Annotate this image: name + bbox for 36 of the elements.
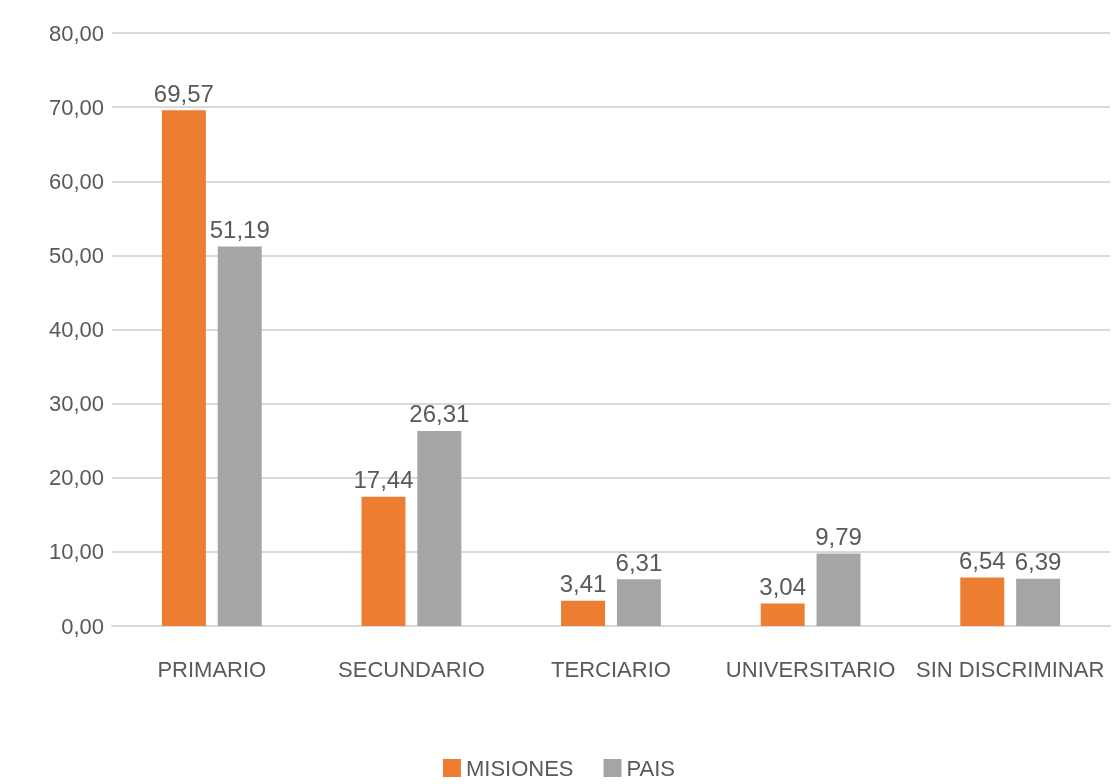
y-tick-label: 50,00: [48, 242, 104, 268]
y-tick-label: 10,00: [48, 539, 104, 565]
x-tick-label: SECUNDARIO: [338, 656, 485, 682]
y-tick-label: 40,00: [48, 317, 104, 342]
data-label: 6,54: [958, 547, 1006, 575]
data-label: 3,04: [759, 572, 807, 600]
bar: [616, 579, 661, 626]
x-tick-label: PRIMARIO: [157, 656, 267, 682]
x-tick-label: UNIVERSITARIO: [725, 656, 896, 682]
data-label: 26,31: [409, 400, 470, 428]
y-tick-label: 70,00: [48, 94, 104, 120]
data-label: 6,39: [1014, 548, 1062, 576]
x-tick-label: TERCIARIO: [551, 656, 671, 682]
bar: [1016, 578, 1061, 626]
bar: [760, 603, 805, 626]
y-tick-label: 20,00: [48, 465, 104, 491]
bar: [960, 577, 1005, 626]
bar: [217, 246, 262, 626]
y-tick-label: 80,00: [48, 20, 104, 46]
bar: [361, 496, 406, 626]
data-label: 69,57: [153, 79, 214, 107]
bar: [561, 600, 606, 626]
data-label: 3,41: [559, 570, 607, 598]
bar: [816, 553, 861, 626]
y-tick-label: 30,00: [48, 391, 104, 417]
data-label: 6,31: [615, 548, 663, 576]
bar: [161, 110, 206, 626]
data-label: 9,79: [815, 522, 862, 550]
bar: [417, 430, 462, 626]
legend-label: MISIONES: [465, 755, 574, 781]
data-label: 51,19: [209, 216, 270, 244]
y-tick-label: 60,00: [48, 168, 104, 194]
x-tick-label: SIN DISCRIMINAR: [916, 656, 1105, 682]
legend-label: PAIS: [626, 755, 676, 781]
y-tick-label: 0,00: [61, 613, 104, 639]
data-label: 17,44: [353, 466, 414, 494]
